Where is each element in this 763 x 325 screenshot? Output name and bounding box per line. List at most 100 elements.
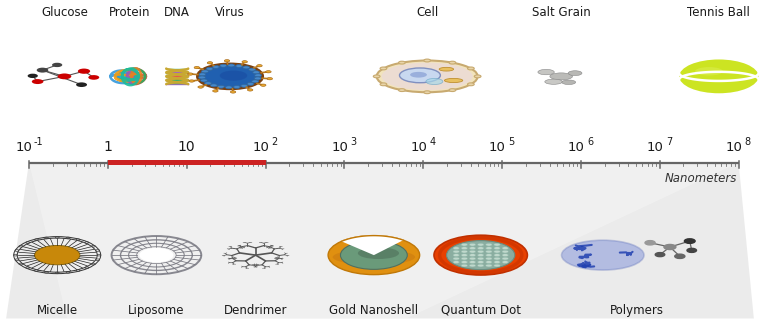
Circle shape: [461, 243, 468, 246]
Circle shape: [211, 84, 217, 87]
Circle shape: [461, 261, 468, 264]
Ellipse shape: [445, 78, 462, 83]
Text: 10: 10: [331, 141, 348, 154]
Text: Quantum Dot: Quantum Dot: [441, 304, 520, 317]
Circle shape: [486, 261, 492, 264]
Circle shape: [461, 264, 468, 267]
Circle shape: [228, 64, 235, 67]
Circle shape: [446, 240, 515, 270]
Text: 10: 10: [568, 141, 584, 154]
Circle shape: [486, 250, 492, 253]
Circle shape: [236, 65, 243, 68]
Circle shape: [494, 250, 501, 253]
Circle shape: [380, 83, 387, 86]
Circle shape: [194, 66, 200, 69]
Circle shape: [260, 84, 266, 86]
Circle shape: [198, 76, 205, 79]
Circle shape: [486, 264, 492, 267]
Circle shape: [189, 80, 195, 82]
Circle shape: [34, 245, 80, 265]
Text: Virus: Virus: [215, 6, 245, 20]
Ellipse shape: [400, 68, 440, 83]
Circle shape: [502, 257, 508, 260]
Circle shape: [486, 254, 492, 256]
Text: Tennis Ball: Tennis Ball: [687, 6, 750, 20]
Circle shape: [469, 264, 475, 267]
Circle shape: [243, 66, 250, 69]
Circle shape: [478, 250, 484, 253]
Circle shape: [52, 63, 63, 67]
Ellipse shape: [538, 70, 554, 75]
Text: 10: 10: [253, 141, 269, 154]
Circle shape: [453, 261, 459, 264]
Circle shape: [233, 85, 240, 88]
Ellipse shape: [333, 249, 415, 265]
Ellipse shape: [695, 67, 723, 75]
Text: 1: 1: [104, 140, 112, 154]
Circle shape: [434, 235, 527, 275]
Circle shape: [674, 254, 685, 258]
Circle shape: [494, 261, 501, 264]
Circle shape: [199, 73, 206, 76]
Circle shape: [247, 83, 254, 85]
Ellipse shape: [198, 64, 262, 89]
Circle shape: [253, 71, 259, 74]
Text: 4: 4: [430, 137, 436, 147]
Circle shape: [449, 89, 456, 92]
Circle shape: [230, 91, 236, 93]
Circle shape: [247, 89, 253, 91]
Circle shape: [468, 83, 475, 86]
Circle shape: [664, 244, 676, 250]
Circle shape: [140, 248, 173, 262]
Circle shape: [398, 89, 405, 92]
Circle shape: [684, 239, 695, 243]
Circle shape: [687, 248, 697, 253]
Circle shape: [502, 261, 508, 264]
Ellipse shape: [439, 67, 453, 71]
Circle shape: [494, 254, 501, 256]
Text: 10: 10: [178, 140, 195, 154]
Circle shape: [494, 243, 501, 246]
Circle shape: [449, 61, 456, 64]
Circle shape: [373, 75, 380, 78]
Ellipse shape: [562, 240, 644, 270]
Circle shape: [486, 257, 492, 260]
Circle shape: [198, 86, 204, 88]
Circle shape: [469, 250, 475, 253]
Text: Polymers: Polymers: [610, 304, 664, 317]
Circle shape: [256, 65, 262, 67]
Circle shape: [267, 78, 272, 80]
Text: Nanometers: Nanometers: [665, 172, 737, 185]
Circle shape: [201, 70, 208, 73]
Circle shape: [679, 59, 758, 93]
Circle shape: [266, 71, 271, 73]
Circle shape: [461, 254, 468, 256]
Text: Protein: Protein: [109, 6, 150, 20]
Circle shape: [478, 264, 484, 267]
Circle shape: [340, 241, 407, 269]
Circle shape: [469, 257, 475, 260]
Circle shape: [486, 243, 492, 246]
Circle shape: [494, 257, 501, 260]
Circle shape: [453, 254, 459, 256]
Text: Micelle: Micelle: [37, 304, 78, 317]
Text: 2: 2: [272, 137, 278, 147]
Circle shape: [398, 61, 405, 64]
Ellipse shape: [562, 240, 643, 270]
Ellipse shape: [568, 71, 582, 76]
Circle shape: [249, 68, 256, 71]
Circle shape: [225, 86, 232, 89]
Ellipse shape: [358, 247, 399, 259]
Text: 6: 6: [587, 137, 593, 147]
Circle shape: [461, 247, 468, 250]
Ellipse shape: [545, 79, 562, 84]
Circle shape: [469, 247, 475, 250]
Circle shape: [254, 77, 261, 80]
Text: Gold Nanoshell: Gold Nanoshell: [330, 304, 418, 317]
Circle shape: [37, 68, 48, 72]
Circle shape: [224, 59, 230, 62]
Circle shape: [469, 261, 475, 264]
Text: DNA: DNA: [164, 6, 190, 20]
Circle shape: [206, 67, 213, 70]
Circle shape: [78, 69, 90, 74]
